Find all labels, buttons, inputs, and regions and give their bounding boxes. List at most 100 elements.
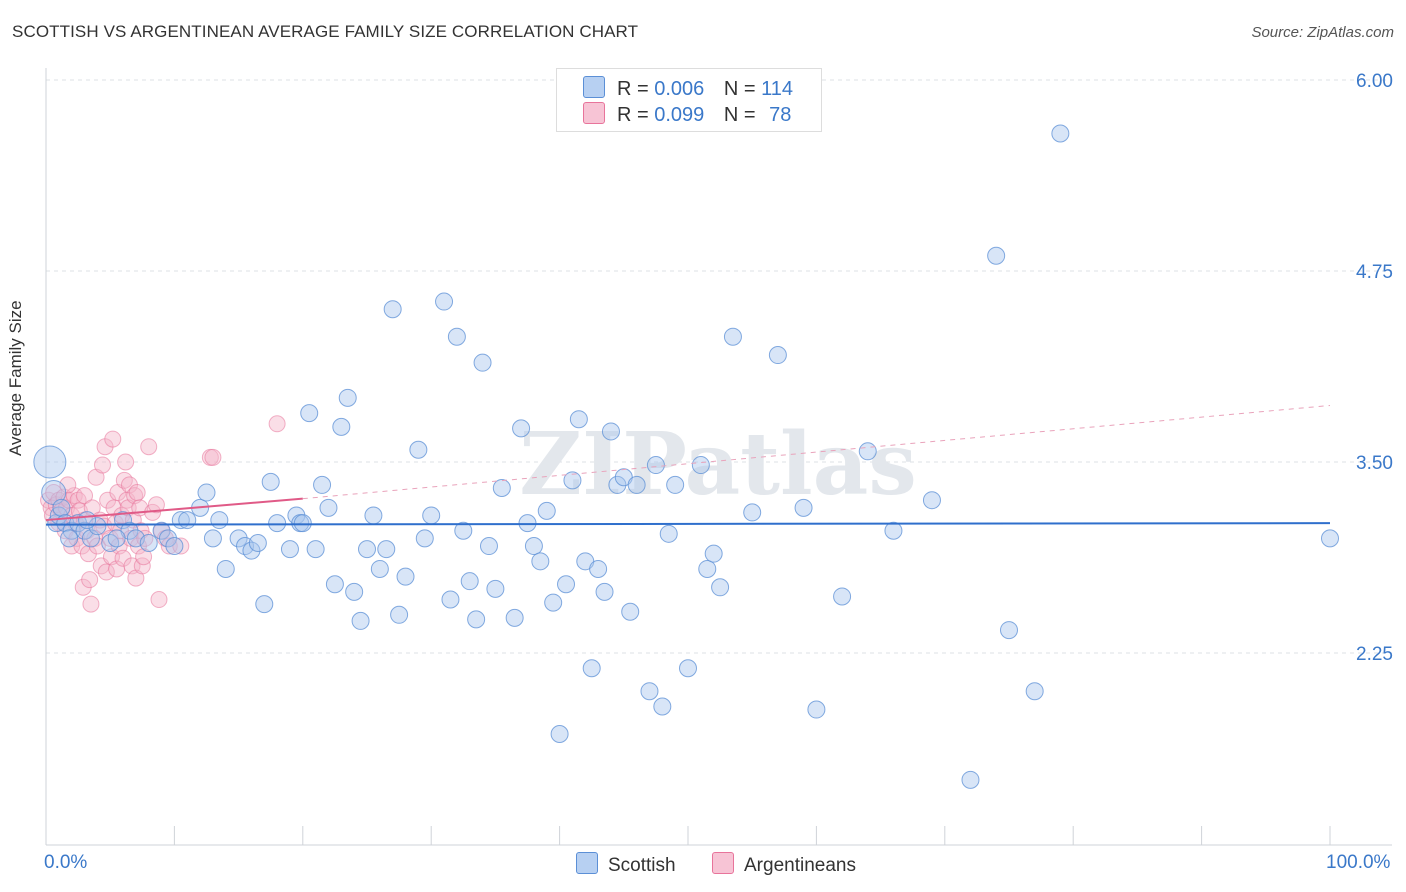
scottish-point bbox=[550, 724, 569, 743]
scottish-point bbox=[396, 567, 415, 586]
y-axis-label: Average Family Size bbox=[6, 300, 25, 456]
scottish-series bbox=[33, 124, 1339, 789]
scottish-point bbox=[557, 575, 576, 594]
y-tick-label: 3.50 bbox=[1356, 453, 1393, 474]
argentineans-point bbox=[140, 438, 158, 456]
argentineans-point bbox=[204, 448, 222, 466]
scottish-point bbox=[646, 456, 665, 475]
scottish-point bbox=[723, 327, 742, 346]
bottom-legend-label: Scottish bbox=[608, 855, 676, 876]
argentineans-point bbox=[59, 476, 77, 494]
argentineans-point bbox=[160, 537, 178, 555]
scottish-point bbox=[293, 514, 312, 533]
scottish-point bbox=[1321, 529, 1339, 548]
scottish-point bbox=[666, 475, 685, 494]
argentineans-point bbox=[93, 456, 111, 474]
scottish-point bbox=[358, 540, 376, 559]
watermark: ZIPatlas bbox=[519, 414, 917, 515]
scottish-point bbox=[60, 529, 79, 548]
scottish-point bbox=[422, 506, 441, 525]
legend-n-value: 114 bbox=[761, 78, 794, 100]
legend-r-label: R = bbox=[617, 78, 649, 100]
legend-r-value: 0.099 bbox=[654, 104, 705, 126]
scottish-point bbox=[1051, 124, 1070, 143]
chart-title: SCOTTISH VS ARGENTINEAN AVERAGE FAMILY S… bbox=[12, 22, 639, 41]
scottish-point bbox=[383, 300, 402, 319]
argentineans-swatch bbox=[712, 852, 734, 874]
scottish-point bbox=[152, 521, 171, 540]
scottish-point bbox=[139, 533, 158, 552]
argentineans-point bbox=[268, 415, 286, 433]
legend-r-value: 0.006 bbox=[654, 78, 705, 100]
scottish-point bbox=[165, 537, 184, 556]
scottish-point bbox=[595, 582, 614, 601]
bottom-legend-scottish: Scottish bbox=[576, 852, 676, 877]
scottish-point bbox=[486, 579, 505, 598]
argentineans-point bbox=[117, 453, 135, 471]
scottish-point bbox=[255, 595, 274, 614]
y-tick-label: 4.75 bbox=[1356, 262, 1393, 283]
argentineans-trend-extension bbox=[302, 404, 1331, 500]
scottish-point bbox=[33, 445, 67, 479]
scottish-point bbox=[922, 491, 941, 510]
scottish-point bbox=[313, 475, 332, 494]
legend-r-label: R = bbox=[617, 104, 649, 126]
scottish-point bbox=[768, 346, 787, 365]
scottish-point bbox=[807, 700, 826, 719]
scottish-point bbox=[351, 611, 370, 630]
scottish-point bbox=[691, 456, 710, 475]
scottish-point bbox=[743, 503, 762, 522]
scottish-trend-line bbox=[45, 522, 1331, 526]
scottish-point bbox=[107, 529, 126, 548]
scottish-point bbox=[390, 605, 409, 624]
argentineans-point bbox=[135, 548, 153, 566]
argentineans-trend-line bbox=[45, 497, 303, 522]
scottish-point bbox=[338, 388, 357, 407]
scottish-point bbox=[268, 514, 287, 533]
argentineans-point bbox=[104, 430, 122, 448]
scottish-point bbox=[582, 659, 601, 678]
scottish-point bbox=[280, 540, 299, 559]
scottish-point bbox=[531, 552, 550, 571]
scottish-point bbox=[479, 537, 498, 556]
argentineans-point bbox=[97, 563, 115, 581]
scottish-point bbox=[1000, 621, 1018, 640]
scottish-point bbox=[698, 559, 717, 578]
scottish-point bbox=[987, 246, 1006, 265]
scottish-point bbox=[601, 422, 620, 441]
scottish-point bbox=[505, 608, 524, 627]
scottish-point bbox=[345, 582, 364, 601]
argentineans-point bbox=[172, 537, 190, 555]
scottish-point bbox=[537, 501, 556, 520]
scottish-point bbox=[415, 529, 434, 548]
scottish-point bbox=[794, 498, 813, 517]
scottish-point bbox=[158, 529, 177, 548]
scottish-point bbox=[454, 521, 473, 540]
scottish-point bbox=[711, 578, 730, 597]
scottish-point bbox=[248, 533, 267, 552]
scottish-point bbox=[441, 590, 460, 609]
y-tick-labels: 2.25 3.50 4.75 6.00 bbox=[1356, 71, 1393, 665]
scottish-point bbox=[704, 544, 723, 563]
scottish-point bbox=[608, 475, 627, 494]
scottish-point bbox=[653, 697, 672, 716]
scottish-point bbox=[377, 540, 396, 559]
legend-n-label: N = bbox=[723, 104, 756, 126]
trend-lines bbox=[45, 404, 1331, 526]
bottom-legend-label: Argentineans bbox=[744, 855, 856, 876]
bottom-legend-argentineans: Argentineans bbox=[712, 852, 856, 877]
scottish-point bbox=[261, 472, 280, 491]
scottish-point bbox=[524, 537, 543, 556]
scottish-point bbox=[544, 593, 563, 612]
scottish-point bbox=[563, 471, 582, 490]
scottish-point bbox=[78, 511, 97, 530]
scottish-point bbox=[659, 524, 678, 543]
scottish-point bbox=[569, 410, 588, 429]
legend-n-value: 78 bbox=[769, 104, 792, 126]
argentineans-point bbox=[76, 487, 94, 505]
scottish-point bbox=[627, 475, 646, 494]
scottish-point bbox=[435, 292, 454, 311]
scottish-point bbox=[197, 483, 216, 502]
argentineans-point bbox=[128, 484, 146, 502]
